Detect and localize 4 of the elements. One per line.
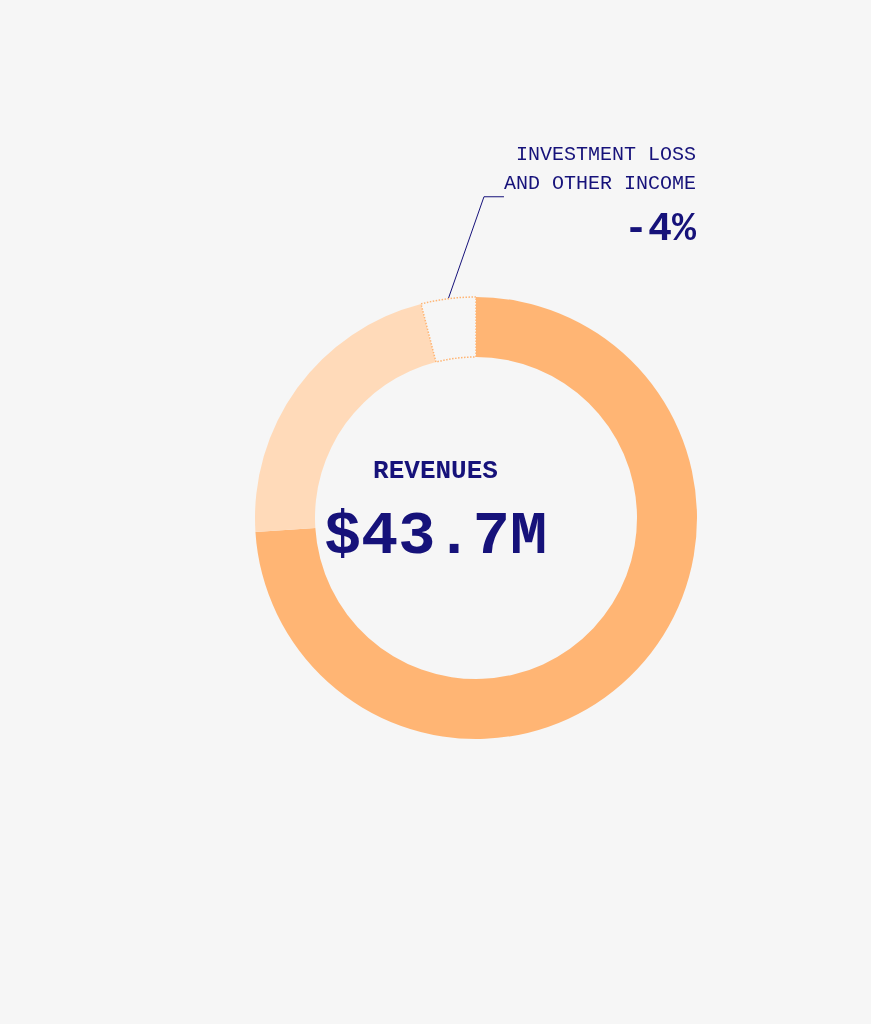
slice-label: INVESTMENT LOSS AND OTHER INCOME	[503, 143, 696, 195]
text: -4%	[623, 206, 697, 252]
text: REVENUES	[373, 456, 498, 486]
text: $43.7M	[323, 500, 548, 572]
